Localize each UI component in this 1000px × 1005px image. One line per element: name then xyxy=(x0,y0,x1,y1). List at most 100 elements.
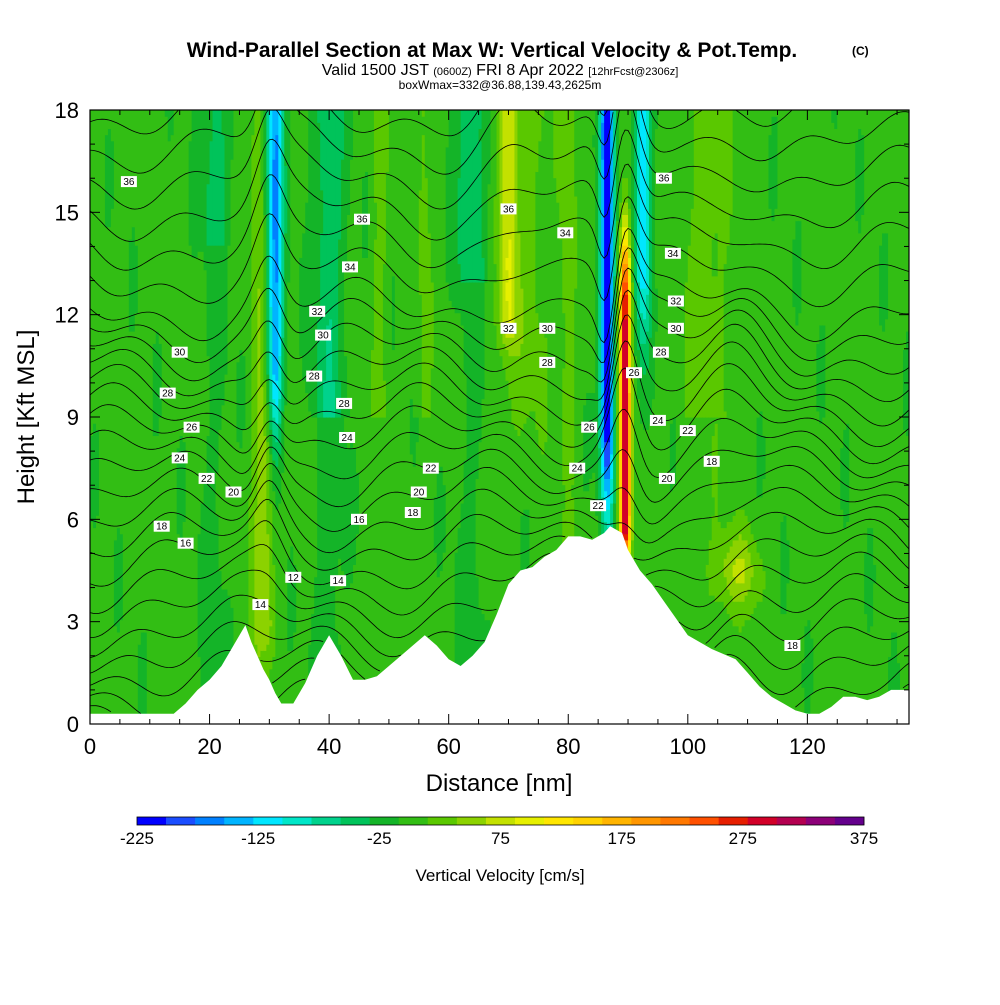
velocity-cell xyxy=(628,245,632,258)
velocity-cell xyxy=(293,110,297,565)
velocity-cell xyxy=(218,245,223,430)
velocity-cell xyxy=(645,367,650,430)
velocity-cell xyxy=(816,343,820,412)
contour-label: 34 xyxy=(342,261,358,273)
velocity-cell xyxy=(92,110,97,424)
velocity-cell xyxy=(801,110,805,664)
velocity-cell xyxy=(332,417,336,724)
contour-label-text: 24 xyxy=(342,433,354,444)
velocity-cell xyxy=(275,110,279,136)
theta-contour-line xyxy=(90,314,909,427)
colorbar-swatch xyxy=(137,817,167,825)
contour-label-text: 34 xyxy=(667,249,679,260)
velocity-cell xyxy=(305,392,309,724)
velocity-cell xyxy=(783,110,788,516)
velocity-cell xyxy=(654,288,659,332)
x-tick-label: 40 xyxy=(317,734,341,759)
velocity-cell xyxy=(726,552,731,590)
velocity-cell xyxy=(744,539,749,596)
velocity-cell xyxy=(266,644,270,682)
velocity-cell xyxy=(373,417,378,724)
velocity-cell xyxy=(574,110,578,197)
velocity-cell xyxy=(376,110,381,418)
velocity-cell xyxy=(903,349,907,430)
theta-contour-line xyxy=(90,129,909,242)
velocity-cell xyxy=(203,110,208,271)
velocity-cell xyxy=(550,110,554,590)
contour-label-text: 22 xyxy=(425,464,437,475)
theta-contour-line xyxy=(90,462,909,532)
velocity-cell xyxy=(236,441,241,724)
velocity-cell xyxy=(95,515,100,724)
contour-label: 28 xyxy=(652,346,669,359)
velocity-cell xyxy=(493,110,498,197)
velocity-cell xyxy=(505,281,510,301)
velocity-cell xyxy=(870,110,874,529)
velocity-cell xyxy=(741,601,746,627)
velocity-cell xyxy=(858,232,862,724)
velocity-cell xyxy=(514,355,519,430)
velocity-cell xyxy=(221,245,226,406)
velocity-cell xyxy=(562,367,566,486)
velocity-cell xyxy=(95,110,100,430)
velocity-cell xyxy=(457,312,462,529)
velocity-cell xyxy=(499,324,504,357)
velocity-cell xyxy=(894,110,898,633)
velocity-cell xyxy=(604,509,608,522)
y-tick-label: 0 xyxy=(67,712,79,737)
velocity-cell xyxy=(622,238,626,246)
velocity-cell xyxy=(475,478,480,578)
velocity-cell xyxy=(645,294,650,332)
velocity-cell xyxy=(311,110,315,418)
velocity-cell xyxy=(798,312,802,724)
colorbar-swatch xyxy=(369,817,400,825)
velocity-cell xyxy=(804,110,808,627)
velocity-cell xyxy=(562,110,566,314)
velocity-cell xyxy=(559,238,563,724)
velocity-cell xyxy=(272,159,276,240)
velocity-cell xyxy=(245,110,250,724)
velocity-cell xyxy=(759,601,764,724)
velocity-cell xyxy=(119,533,124,621)
velocity-cell xyxy=(326,110,330,326)
velocity-cell xyxy=(906,110,909,332)
velocity-cell xyxy=(520,429,525,516)
velocity-cell xyxy=(535,110,539,172)
velocity-cell xyxy=(726,245,731,522)
velocity-cell xyxy=(236,110,241,363)
velocity-cell xyxy=(305,202,309,394)
velocity-cell xyxy=(457,263,462,314)
velocity-cell xyxy=(586,392,590,492)
velocity-cell xyxy=(415,110,420,418)
velocity-cell xyxy=(251,134,255,724)
velocity-cell xyxy=(203,269,208,479)
velocity-cell xyxy=(206,435,211,701)
velocity-cell xyxy=(281,337,285,412)
velocity-cell xyxy=(104,134,109,228)
velocity-cell xyxy=(332,380,336,418)
velocity-cell xyxy=(326,417,330,724)
velocity-cell xyxy=(696,110,701,418)
velocity-cell xyxy=(131,110,136,228)
velocity-cell xyxy=(750,533,755,565)
velocity-cell xyxy=(478,110,483,130)
velocity-cell xyxy=(278,355,282,400)
contour-label-text: 18 xyxy=(706,457,718,468)
velocity-cell xyxy=(651,398,656,724)
velocity-cell xyxy=(107,226,112,724)
velocity-cell xyxy=(347,214,351,406)
subtitle-zulu: (0600Z) xyxy=(433,66,472,78)
velocity-cell xyxy=(906,435,909,724)
velocity-cell xyxy=(747,619,752,724)
subtitle-forecast: [12hrFcst@2306z] xyxy=(588,66,678,78)
velocity-cell xyxy=(299,355,303,724)
velocity-cell xyxy=(382,417,387,724)
velocity-cell xyxy=(143,631,148,719)
velocity-cell xyxy=(442,552,447,724)
velocity-cell xyxy=(771,110,776,117)
velocity-cell xyxy=(502,110,507,326)
velocity-cell xyxy=(194,110,199,258)
velocity-cell xyxy=(834,128,838,724)
